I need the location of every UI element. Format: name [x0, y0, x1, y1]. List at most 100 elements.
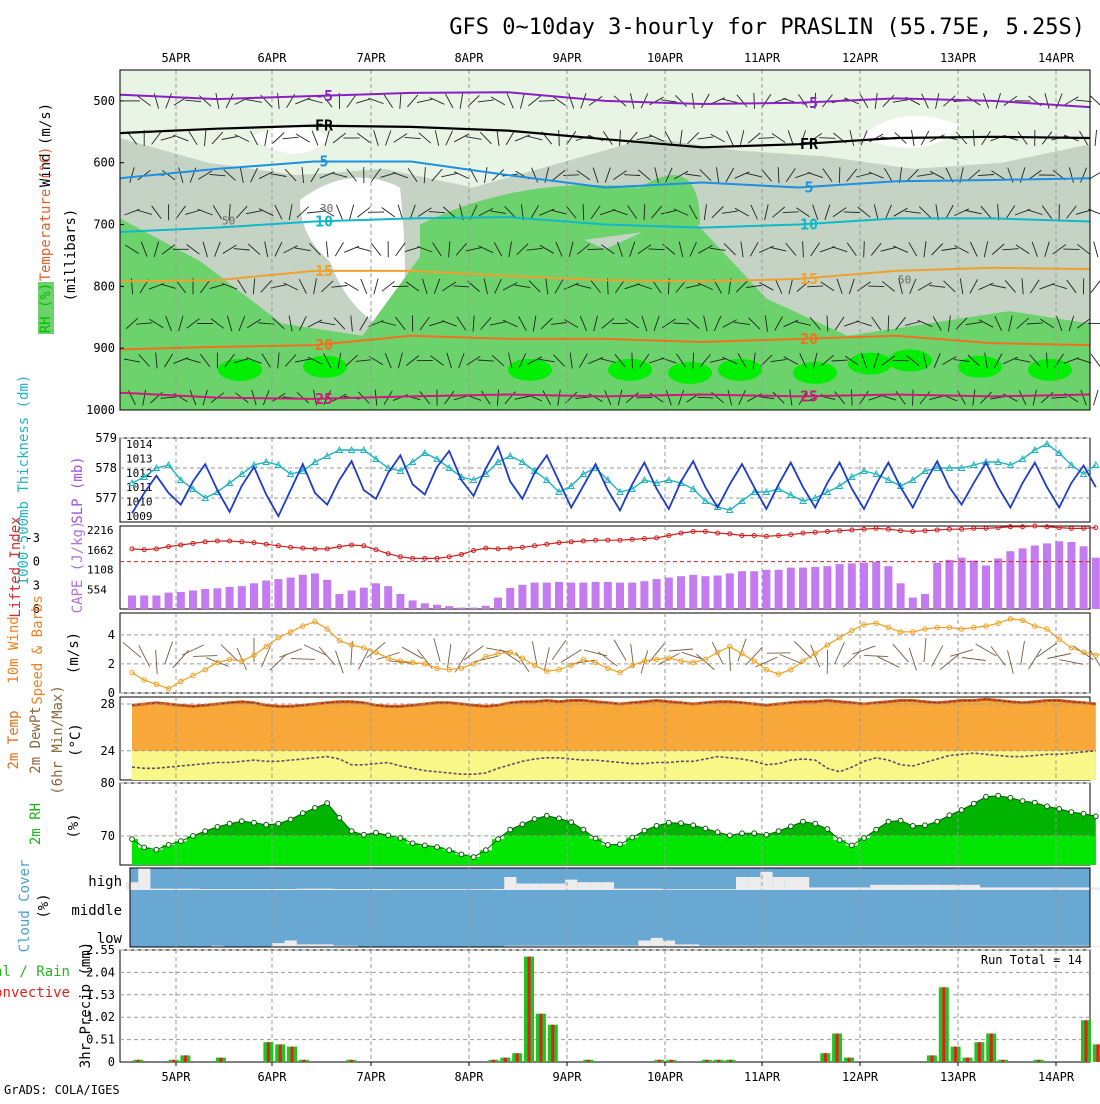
precip-convective-bar	[516, 1053, 519, 1062]
rh2m-point	[276, 821, 281, 826]
li-tick-label: -3	[26, 531, 40, 545]
wind-barb	[588, 249, 604, 250]
temperature-axis-label: Temperature (°C)	[38, 147, 54, 282]
bottom-date-label: 12APR	[842, 1070, 879, 1084]
high-cloud-bar	[1017, 887, 1029, 890]
high-cloud-bar	[809, 887, 821, 890]
wind10m-barb	[991, 646, 1005, 665]
precip-convective-bar	[587, 1060, 590, 1062]
high-cloud-bar	[199, 889, 211, 890]
rh-contour-label: 50	[222, 215, 235, 228]
precip-convective-bar	[966, 1058, 969, 1062]
rh2m-point	[142, 845, 147, 850]
rh2m-point	[410, 841, 415, 846]
rh2m-point	[252, 820, 257, 825]
cape-bar	[787, 568, 795, 609]
rh-axis-label: RH (%)	[38, 283, 54, 334]
precip-convective-bar	[350, 1060, 353, 1062]
rh2m-point	[483, 848, 488, 853]
rh-contour-label: 50	[898, 273, 911, 286]
high-cloud-bar	[260, 889, 272, 890]
wind-barb	[632, 353, 633, 369]
high-cloud-bar	[443, 889, 455, 890]
cape-bar	[433, 605, 441, 609]
top-date-label: 11APR	[744, 51, 781, 65]
high-cloud-bar	[382, 889, 394, 890]
cape-bar	[860, 563, 868, 609]
cape-bar	[592, 582, 600, 609]
high-cloud-bar	[529, 884, 541, 891]
bottom-date-label: 5APR	[162, 1070, 192, 1084]
cape-bar	[945, 560, 953, 609]
wind10m-barb	[746, 647, 762, 665]
cape-bar	[128, 596, 136, 610]
high-cloud-bar	[821, 887, 833, 890]
cape-bar	[921, 594, 929, 609]
cloud-unit-label: (%)	[36, 893, 52, 918]
high-cloud-bar	[992, 887, 1004, 890]
high-cloud-bar	[773, 877, 785, 890]
high-cloud-bar	[919, 885, 931, 890]
precip-convective-bar	[528, 957, 531, 1062]
cape-bar	[933, 563, 941, 609]
slp-tick-label: 1014	[126, 438, 153, 451]
high-cloud-bar	[590, 882, 602, 890]
rh2m-point	[801, 819, 806, 824]
wind-barb	[844, 212, 860, 213]
precip-total-label: tal / Rain	[0, 964, 70, 980]
wind10m-barb	[950, 650, 973, 657]
cape-bar	[1019, 548, 1027, 609]
run-total-label: Run Total = 14	[981, 953, 1082, 967]
rh2m-point	[862, 836, 867, 841]
cape-bar	[1055, 541, 1063, 609]
rh2m-point	[874, 827, 879, 832]
cape-bar	[897, 583, 905, 609]
high-cloud-bar	[1078, 887, 1090, 890]
wind10m-barb	[835, 642, 845, 664]
pressure-tick-label: 600	[93, 156, 115, 170]
cape-bar	[287, 578, 295, 609]
thickness-tick-label: 579	[95, 431, 117, 445]
rh2m-point	[727, 833, 732, 838]
pressure-tick-label: 700	[93, 218, 115, 232]
top-date-label: 14APR	[1038, 51, 1075, 65]
cape-bar	[714, 576, 722, 610]
precip-convective-bar	[551, 1025, 554, 1062]
rh-saturated-blob	[793, 362, 837, 384]
rh2m-point	[923, 823, 928, 828]
pressure-tick-label: 800	[93, 279, 115, 293]
wind10m-unit-label: (m/s)	[66, 632, 82, 674]
rh2m-point	[764, 832, 769, 837]
isotherm-label: 5	[804, 178, 813, 196]
slp-line	[132, 447, 1096, 517]
high-cloud-bar	[651, 889, 663, 890]
lifted-index-axis-label: Lifted Index	[8, 516, 24, 617]
high-cloud-bar	[687, 889, 699, 890]
slp-axis-label: SLP (mb)	[70, 456, 86, 523]
precip-convective-bar	[184, 1055, 187, 1062]
high-cloud-bar	[785, 877, 797, 890]
cape-bar	[201, 589, 209, 609]
cape-bar	[348, 591, 356, 610]
cape-bar	[274, 579, 282, 609]
high-cloud-bar	[1065, 887, 1077, 890]
wind10m-barb	[893, 644, 909, 662]
precip-convective-bar	[492, 1060, 495, 1062]
rh2m-point	[691, 823, 696, 828]
middle-level-label: middle	[71, 903, 122, 919]
low-cloud-bar	[638, 941, 650, 948]
millibars-axis-label: (millibars)	[63, 209, 79, 302]
cape-bar	[958, 558, 966, 609]
cape-bar	[1080, 546, 1088, 609]
cape-bar	[701, 576, 709, 609]
rh2m-point	[1057, 807, 1062, 812]
rh2m-point	[1020, 799, 1025, 804]
high-cloud-bar	[541, 884, 553, 891]
high-cloud-bar	[907, 885, 919, 890]
rh2m-point	[630, 835, 635, 840]
cape-bar	[482, 606, 490, 609]
cape-bar	[335, 594, 343, 609]
top-date-label: 7APR	[357, 51, 387, 65]
